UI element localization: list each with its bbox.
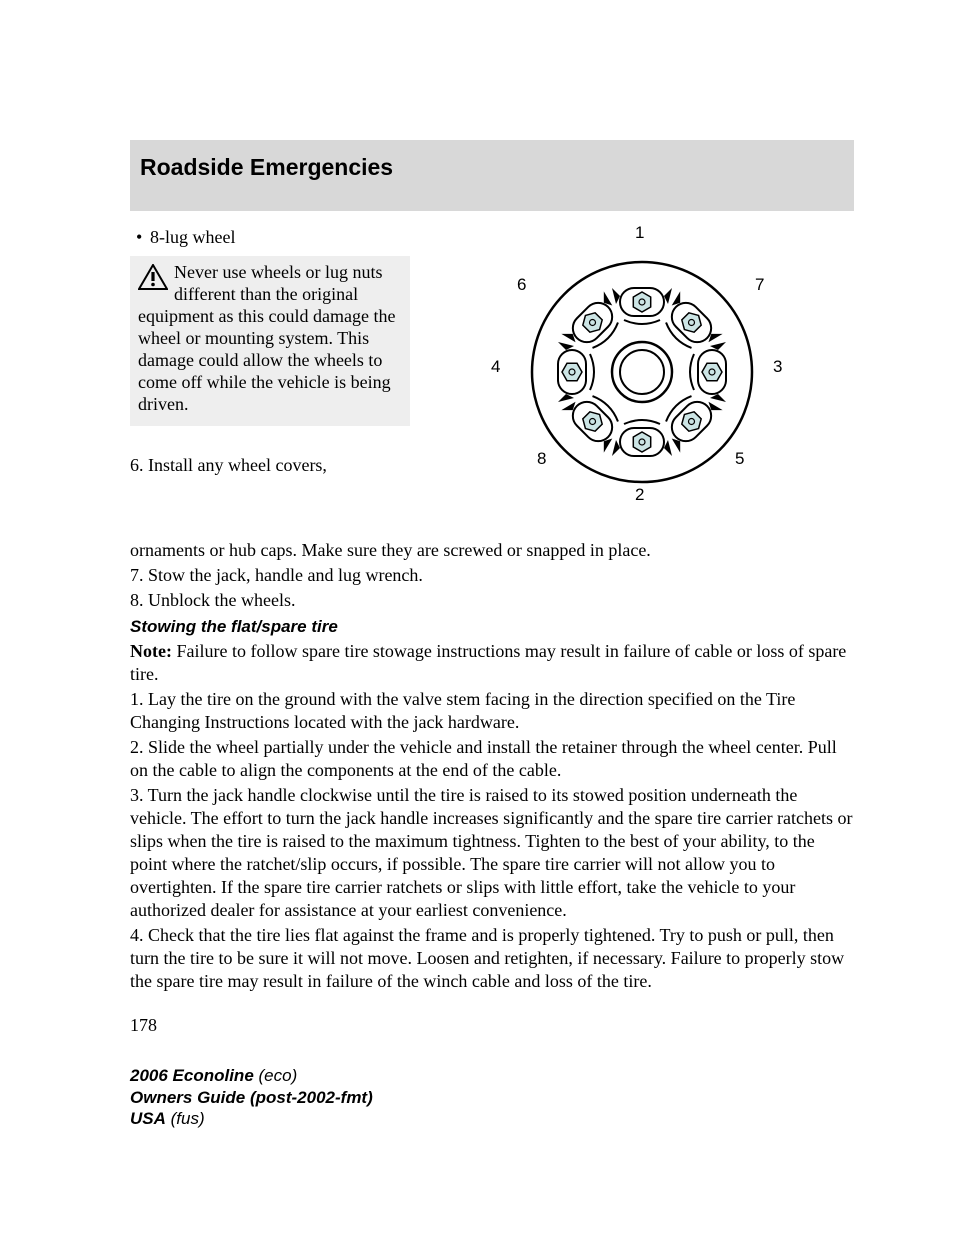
body-content: ornaments or hub caps. Make sure they ar… [130, 539, 854, 993]
diagram-label-6: 6 [517, 275, 526, 295]
note-label: Note: [130, 641, 172, 661]
wheel-svg [497, 227, 787, 517]
bullet-text: 8-lug wheel [150, 227, 235, 247]
footer-line-1: 2006 Econoline (eco) [130, 1065, 373, 1086]
stow-step-2: 2. Slide the wheel partially under the v… [130, 736, 854, 782]
diagram-label-7: 7 [755, 275, 764, 295]
footer-region: USA [130, 1109, 166, 1128]
note-line: Note: Failure to follow spare tire stowa… [130, 640, 854, 686]
note-text: Failure to follow spare tire stowage ins… [130, 641, 846, 684]
stow-step-4: 4. Check that the tire lies flat against… [130, 924, 854, 993]
warning-box: Never use wheels or lug nuts different t… [130, 256, 410, 426]
diagram-label-5: 5 [735, 449, 744, 469]
stow-step-1: 1. Lay the tire on the ground with the v… [130, 688, 854, 734]
footer-guide: Owners Guide (post-2002-fmt) [130, 1087, 373, 1108]
diagram-label-3: 3 [773, 357, 782, 377]
bullet-dot-icon: • [136, 227, 150, 248]
footer-model-code: (eco) [254, 1066, 297, 1085]
body-p3: 8. Unblock the wheels. [130, 589, 854, 612]
body-p1: ornaments or hub caps. Make sure they ar… [130, 539, 854, 562]
footer-line-3: USA (fus) [130, 1108, 373, 1129]
lug-wheel-diagram: 16743852 [497, 227, 787, 517]
footer-region-code: (fus) [166, 1109, 205, 1128]
bullet-item: •8-lug wheel [130, 227, 410, 248]
warning-triangle-icon [138, 264, 168, 296]
diagram-label-2: 2 [635, 485, 644, 505]
section-title: Roadside Emergencies [140, 154, 844, 181]
step6-lead: 6. Install any wheel covers, [130, 454, 410, 477]
page-number: 178 [130, 1015, 854, 1036]
warning-text: Never use wheels or lug nuts different t… [138, 262, 395, 414]
body-p2: 7. Stow the jack, handle and lug wrench. [130, 564, 854, 587]
section-header: Roadside Emergencies [130, 140, 854, 211]
footer-model: 2006 Econoline [130, 1066, 254, 1085]
diagram-label-1: 1 [635, 223, 644, 243]
subheading: Stowing the flat/spare tire [130, 616, 854, 638]
diagram-label-8: 8 [537, 449, 546, 469]
diagram-label-4: 4 [491, 357, 500, 377]
stow-step-3: 3. Turn the jack handle clockwise until … [130, 784, 854, 922]
footer: 2006 Econoline (eco) Owners Guide (post-… [130, 1065, 373, 1129]
